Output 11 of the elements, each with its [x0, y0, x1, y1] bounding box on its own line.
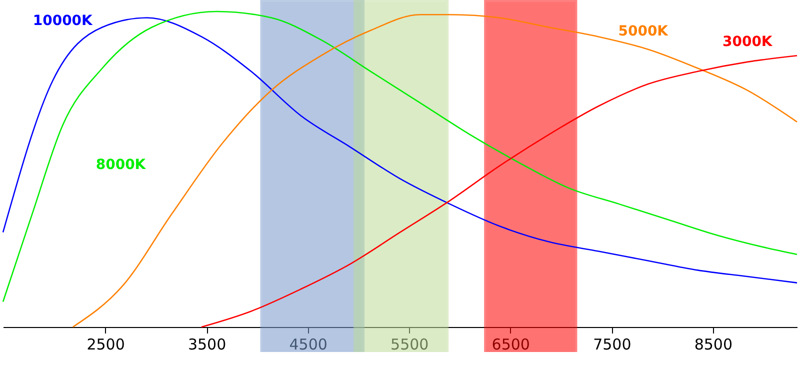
x-tick-label: 6500	[492, 336, 530, 354]
series-label: 10000K	[32, 12, 94, 29]
x-tick-label: 2500	[86, 336, 125, 354]
x-tick-label: 3500	[188, 336, 226, 354]
x-tick-label: 7500	[593, 336, 632, 354]
series-label: 3000K	[722, 34, 774, 50]
x-tick-label: 5500	[390, 336, 429, 354]
x-tick-label: 8500	[694, 336, 733, 354]
series-label: 5000K	[618, 23, 670, 40]
text: 8000K	[96, 157, 147, 174]
x-tick-label: 4500	[289, 336, 328, 354]
